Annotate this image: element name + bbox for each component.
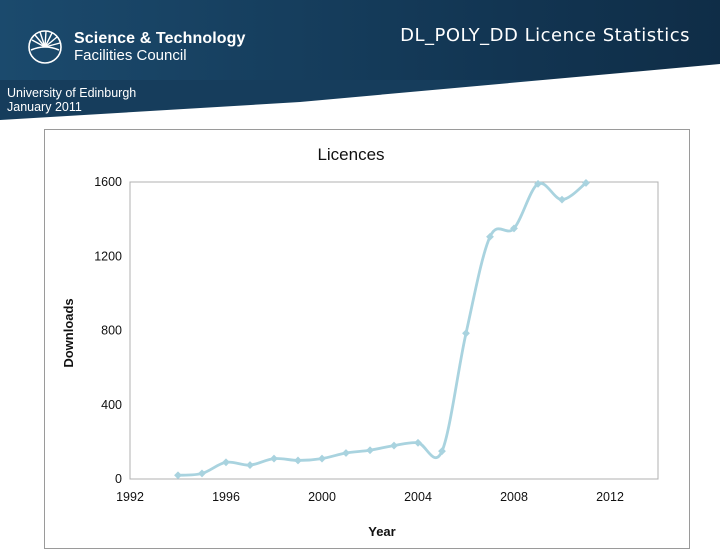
data-point-marker — [582, 179, 590, 187]
slide-title: DL_POLY_DD Licence Statistics — [400, 25, 690, 46]
header-wedge-shape — [0, 64, 720, 134]
x-tick-label: 1996 — [212, 490, 240, 504]
series-markers — [174, 179, 590, 480]
data-point-marker — [414, 438, 422, 447]
plot-area — [129, 181, 659, 480]
data-point-marker — [318, 454, 326, 463]
x-axis-label: Year — [368, 524, 395, 539]
data-point-marker — [366, 446, 374, 455]
x-tick-label: 2004 — [404, 490, 432, 504]
y-tick-label: 1200 — [94, 249, 122, 263]
x-axis-ticks: 1992 1996 2000 2004 2008 2012 — [116, 490, 624, 504]
data-point-marker — [534, 179, 542, 188]
x-tick-label: 2008 — [500, 490, 528, 504]
date-text: January 2011 — [7, 99, 82, 114]
stfc-logo: Science & Technology Facilities Council — [26, 28, 246, 66]
chart-frame: Licences 0 400 800 1200 1600 1992 1996 2000 200… — [44, 129, 690, 549]
y-tick-label: 1600 — [94, 175, 122, 189]
data-point-marker — [174, 471, 182, 480]
slide-meta: University of Edinburgh January 2011 — [7, 86, 137, 114]
licences-chart: Licences 0 400 800 1200 1600 1992 1996 2000 200… — [61, 145, 659, 539]
chart-title: Licences — [317, 145, 384, 164]
y-tick-label: 400 — [101, 398, 122, 412]
y-tick-label: 0 — [115, 472, 122, 486]
data-point-marker — [270, 454, 278, 463]
data-point-marker — [462, 329, 470, 338]
data-point-marker — [198, 469, 206, 478]
y-axis-ticks: 0 400 800 1200 1600 — [94, 175, 122, 486]
stfc-sunburst-icon — [28, 30, 62, 64]
x-tick-label: 1992 — [116, 490, 144, 504]
institution-text: University of Edinburgh — [7, 86, 137, 100]
y-axis-label: Downloads — [61, 298, 76, 367]
x-tick-label: 2000 — [308, 490, 336, 504]
slide-header: Science & Technology Facilities Council … — [0, 0, 720, 134]
data-point-marker — [390, 441, 398, 450]
org-name-line2: Facilities Council — [74, 47, 187, 64]
data-point-marker — [438, 447, 446, 456]
data-point-marker — [222, 458, 230, 467]
data-point-marker — [486, 232, 494, 241]
data-point-marker — [510, 224, 518, 233]
y-tick-label: 800 — [101, 324, 122, 338]
org-name-line1: Science & Technology — [74, 30, 246, 47]
data-point-marker — [246, 461, 254, 469]
header-gradient — [0, 0, 720, 80]
x-tick-label: 2012 — [596, 490, 624, 504]
data-point-marker — [558, 195, 566, 204]
data-point-marker — [342, 449, 350, 457]
data-point-marker — [294, 456, 302, 465]
